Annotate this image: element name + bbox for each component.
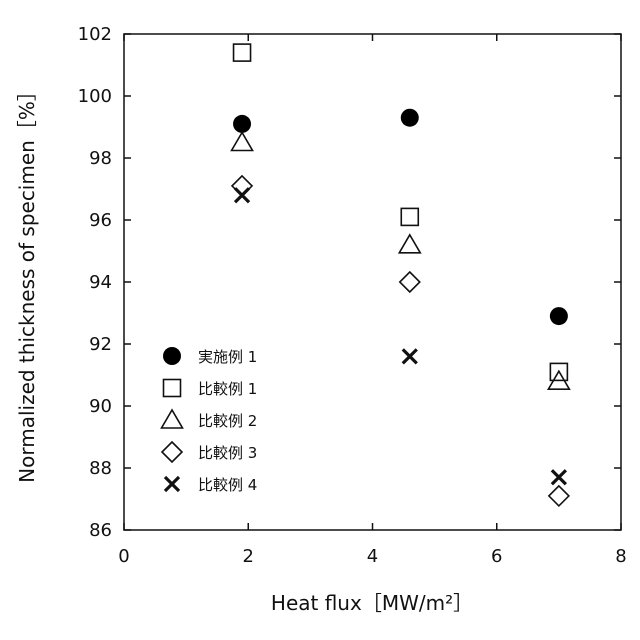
- data-point-series-2: [401, 208, 418, 225]
- data-point-series-4: [400, 272, 420, 292]
- legend-marker-5: [165, 477, 179, 491]
- legend: 実施例 1 比較例 1 比較例 2 比較例 3 比較例 4: [162, 347, 258, 494]
- legend-label-1: 実施例 1: [198, 348, 257, 366]
- x-tick-label: 0: [118, 546, 129, 567]
- y-tick-label: 96: [89, 210, 112, 231]
- y-axis-label: Normalized thickness of specimen［%］: [15, 81, 39, 483]
- data-point-series-1: [550, 307, 568, 325]
- data-point-series-1: [233, 115, 251, 133]
- x-tick-label: 6: [491, 546, 502, 567]
- x-tick-label: 4: [367, 546, 378, 567]
- data-point-series-4: [232, 176, 252, 196]
- data-point-series-5: [552, 470, 566, 484]
- y-tick-label: 92: [89, 334, 112, 355]
- legend-label-5: 比較例 4: [198, 476, 257, 494]
- ticks: 0 2 4 6 8 86 88 90 92 94 96 98 100 102: [78, 24, 627, 567]
- y-tick-label: 90: [89, 396, 112, 417]
- data-point-series-3: [399, 235, 420, 253]
- y-tick-label: 88: [89, 458, 112, 479]
- legend-marker-3: [162, 410, 183, 428]
- y-tick-label: 86: [89, 520, 112, 541]
- legend-label-2: 比較例 1: [198, 380, 257, 398]
- legend-marker-2: [164, 380, 181, 397]
- legend-label-4: 比較例 3: [198, 444, 257, 462]
- y-tick-label: 98: [89, 148, 112, 169]
- x-tick-label: 2: [243, 546, 254, 567]
- y-tick-label: 102: [78, 24, 112, 45]
- y-tick-label: 100: [78, 86, 112, 107]
- data-point-series-5: [403, 349, 417, 363]
- legend-marker-4: [162, 442, 182, 462]
- data-point-series-5: [235, 188, 249, 202]
- x-tick-label: 8: [615, 546, 626, 567]
- data-point-series-1: [401, 109, 419, 127]
- legend-marker-1: [163, 347, 181, 365]
- legend-label-3: 比較例 2: [198, 412, 257, 430]
- data-point-series-3: [232, 133, 253, 151]
- data-point-series-4: [549, 486, 569, 506]
- y-tick-label: 94: [89, 272, 112, 293]
- data-point-series-2: [234, 44, 251, 61]
- x-axis-label: Heat flux［MW/m²］: [271, 591, 473, 615]
- data-marks: [232, 44, 570, 506]
